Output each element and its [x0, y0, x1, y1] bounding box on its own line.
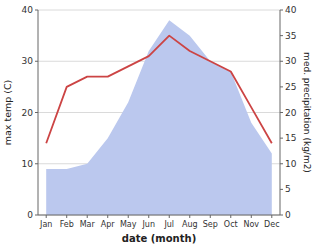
- y2-tick: [280, 138, 283, 139]
- precipitation-area: [46, 20, 272, 215]
- y-tick-label: 40: [22, 5, 34, 15]
- y-axis-label: max temp (C): [2, 80, 13, 146]
- y2-tick-label: 25: [285, 82, 296, 92]
- y2-tick: [280, 35, 283, 36]
- x-tick: [148, 215, 149, 218]
- x-tick: [271, 215, 272, 218]
- x-tick-label: Jun: [141, 220, 155, 229]
- grid-line: [38, 10, 280, 11]
- y-tick: [35, 61, 38, 62]
- y2-tick-label: 40: [285, 5, 297, 15]
- y2-tick: [280, 10, 283, 11]
- y-tick: [35, 10, 38, 11]
- x-tick-label: Jul: [163, 220, 174, 229]
- x-tick-label: Oct: [224, 220, 238, 229]
- y2-tick-label: 20: [285, 108, 297, 118]
- x-tick-label: Dec: [264, 220, 279, 229]
- y2-tick-label: 5: [285, 184, 291, 194]
- temperature-line: [46, 36, 272, 144]
- y-tick-label: 0: [27, 210, 33, 220]
- x-tick: [87, 215, 88, 218]
- x-tick-label: Feb: [60, 220, 74, 229]
- grid-line: [38, 215, 280, 216]
- axes: 0 10 20 30 40 0 5 10 15 20 25 30 35 40 Jan Feb Mar Apr May…: [22, 5, 297, 229]
- x-tick: [66, 215, 67, 218]
- x-tick-label: May: [120, 220, 137, 229]
- x-tick-label: Nov: [243, 220, 259, 229]
- x-tick: [169, 215, 170, 218]
- y2-tick: [280, 215, 283, 216]
- y-tick-label: 20: [22, 108, 34, 118]
- x-tick: [107, 215, 108, 218]
- y2-tick-label: 30: [285, 56, 297, 66]
- x-tick: [251, 215, 252, 218]
- x-axis-line: [38, 215, 280, 216]
- x-tick-label: Apr: [101, 220, 116, 229]
- x-tick: [230, 215, 231, 218]
- x-axis-label: date (month): [122, 233, 196, 244]
- y-tick-label: 10: [22, 159, 34, 169]
- y2-tick-label: 10: [285, 159, 297, 169]
- y-tick: [35, 112, 38, 113]
- y2-tick-label: 15: [285, 133, 296, 143]
- x-tick: [46, 215, 47, 218]
- y2-tick: [280, 86, 283, 87]
- grid: [38, 10, 280, 215]
- y2-axis-label: med. precipitation (kg/m2): [302, 52, 312, 173]
- x-tick-label: Mar: [80, 220, 96, 229]
- plot-area: [46, 20, 272, 215]
- y2-tick: [280, 112, 283, 113]
- y-tick: [35, 215, 38, 216]
- x-tick: [189, 215, 190, 218]
- y2-tick-label: 0: [285, 210, 291, 220]
- y2-tick: [280, 189, 283, 190]
- x-tick: [128, 215, 129, 218]
- x-tick-label: Sep: [203, 220, 218, 229]
- y2-tick-label: 35: [285, 31, 296, 41]
- y2-tick: [280, 61, 283, 62]
- y-tick: [35, 163, 38, 164]
- y2-tick: [280, 163, 283, 164]
- chart: 0 10 20 30 40 0 5 10 15 20 25 30 35 40 Jan Feb Mar Apr May…: [0, 0, 318, 247]
- x-tick: [210, 215, 211, 218]
- y-tick-label: 30: [22, 56, 34, 66]
- x-tick-label: Jan: [39, 220, 52, 229]
- x-tick-label: Aug: [182, 220, 198, 229]
